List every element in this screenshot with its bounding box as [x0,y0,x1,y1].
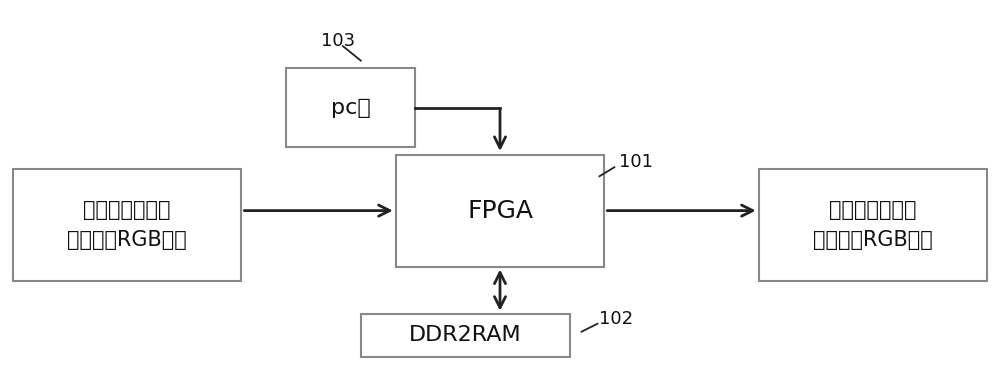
FancyBboxPatch shape [759,169,987,281]
FancyBboxPatch shape [286,68,415,148]
Text: pc机: pc机 [331,98,371,117]
Text: 当前帧视频图像
去零前的RGB数据: 当前帧视频图像 去零前的RGB数据 [67,200,187,250]
FancyBboxPatch shape [361,314,570,357]
Text: 当前帧视频图像
去零后的RGB数据: 当前帧视频图像 去零后的RGB数据 [813,200,933,250]
Text: FPGA: FPGA [467,199,533,223]
FancyBboxPatch shape [396,155,604,267]
Text: DDR2RAM: DDR2RAM [409,325,522,345]
Text: 102: 102 [599,310,634,328]
Text: 103: 103 [321,32,355,50]
FancyBboxPatch shape [13,169,241,281]
Text: 101: 101 [619,153,653,171]
